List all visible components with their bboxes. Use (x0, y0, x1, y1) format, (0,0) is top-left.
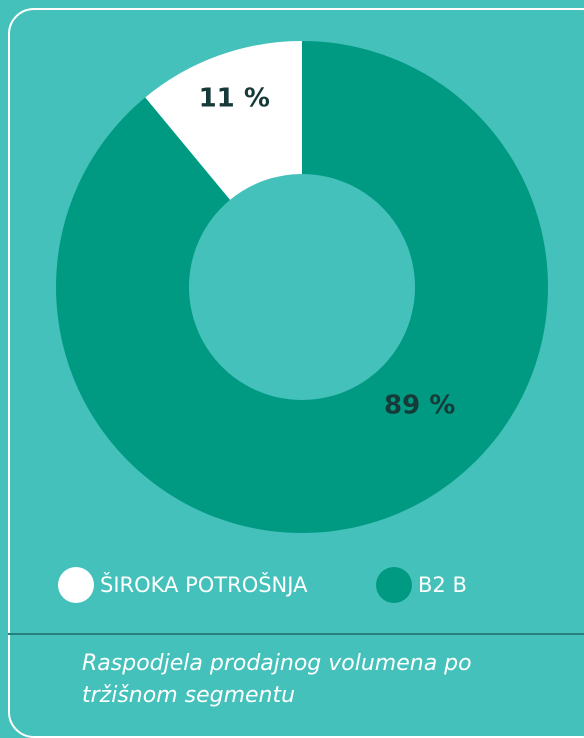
legend-label: ŠIROKA POTROŠNJA (100, 572, 308, 597)
slice-label: 11 % (199, 83, 270, 113)
donut-slice (145, 41, 302, 200)
legend-swatch (58, 567, 94, 603)
caption: Raspodjela prodajnog volumena po tržišno… (82, 651, 472, 708)
legend-swatch (376, 567, 412, 603)
legend-label: B2 B (418, 573, 467, 597)
donut-slice (55, 41, 548, 533)
slice-label: 89 % (384, 391, 455, 421)
